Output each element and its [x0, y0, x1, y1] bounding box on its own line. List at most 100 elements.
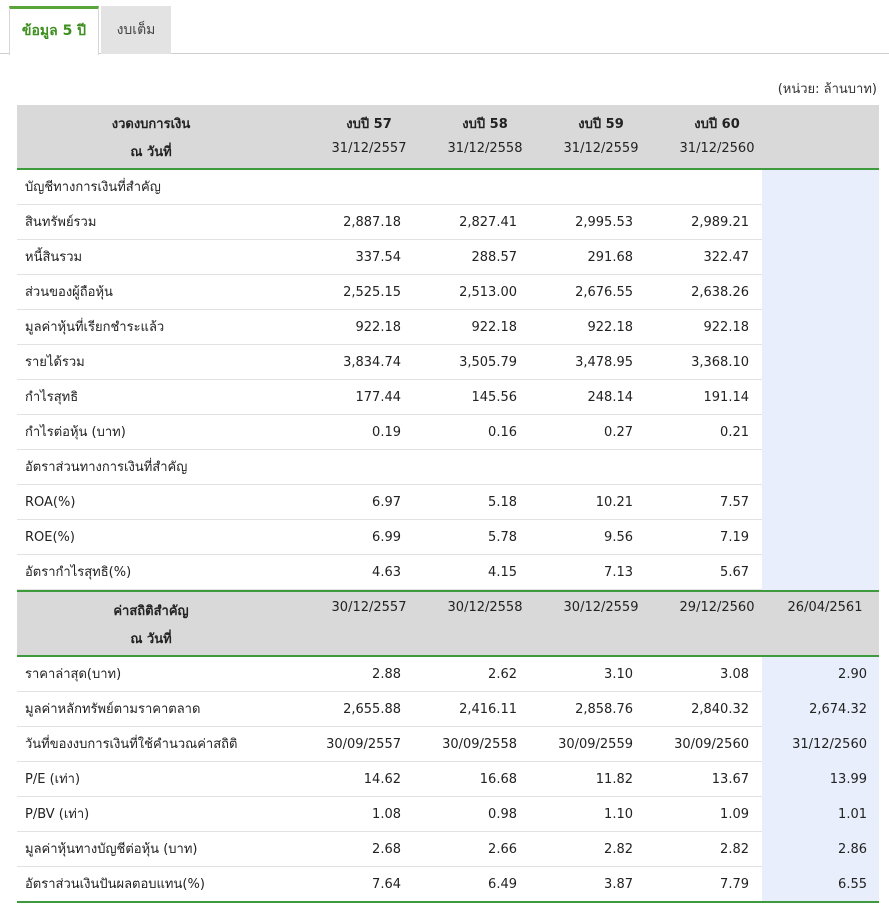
latest-column-cell — [762, 240, 879, 275]
row-value: 4.15 — [488, 565, 517, 580]
row-value: 1.01 — [838, 807, 867, 822]
row-value: 30/09/2557 — [326, 737, 401, 752]
row-value: 5.78 — [488, 530, 517, 545]
row-label: อัตรากำไรสุทธิ(%) — [25, 565, 132, 580]
row-value: 2,995.53 — [575, 215, 633, 230]
latest-column-cell — [762, 275, 879, 310]
row-value: 291.68 — [587, 250, 634, 265]
row-value: 922.18 — [587, 320, 634, 335]
table-row: P/E (เท่า) 14.62 16.68 11.82 13.67 13.99 — [17, 762, 879, 797]
row-label: วันที่ของงบการเงินที่ใช้คำนวณค่าสถิติ — [25, 737, 238, 752]
row-label: อัตราส่วนเงินปันผลตอบแทน(%) — [25, 877, 205, 892]
row-value: 2.62 — [488, 667, 517, 682]
row-value: 0.21 — [720, 425, 749, 440]
row-value: 0.98 — [488, 807, 517, 822]
unit-label: (หน่วย: ล้านบาท) — [777, 82, 877, 97]
column-title: งบปี 60 — [694, 117, 740, 132]
stats-column-date: 30/12/2558 — [447, 600, 523, 615]
row-value: 6.55 — [838, 877, 867, 892]
latest-column-cell — [762, 692, 879, 727]
row-value: 1.09 — [720, 807, 749, 822]
latest-column-cell — [762, 205, 879, 240]
row-label: สินทรัพย์รวม — [25, 215, 97, 230]
row-label: ส่วนของผู้ถือหุ้น — [25, 285, 113, 300]
row-value: 10.21 — [595, 495, 633, 510]
row-value: 7.13 — [604, 565, 633, 580]
row-label: มูลค่าหลักทรัพย์ตามราคาตลาด — [25, 702, 201, 717]
row-value: 3,368.10 — [691, 355, 749, 370]
row-value: 5.67 — [720, 565, 749, 580]
row-value: 0.27 — [604, 425, 633, 440]
row-label: กำไรสุทธิ — [25, 390, 79, 405]
row-value: 6.97 — [372, 495, 401, 510]
statement-period-label: งวดงบการเงิน — [111, 117, 191, 132]
row-label: ROE(%) — [25, 530, 75, 545]
row-value: 6.99 — [372, 530, 401, 545]
row-value: 2,858.76 — [575, 702, 633, 717]
table-row: มูลค่าหุ้นที่เรียกชำระแล้ว 922.18 922.18 92… — [17, 310, 879, 345]
latest-column-cell — [762, 867, 879, 902]
latest-column-cell — [762, 170, 879, 205]
latest-column-cell — [762, 520, 879, 555]
row-value: 2,827.41 — [459, 215, 517, 230]
latest-column-cell — [762, 380, 879, 415]
row-value: 0.16 — [488, 425, 517, 440]
column-title: งบปี 59 — [578, 117, 624, 132]
row-value: 2,638.26 — [691, 285, 749, 300]
row-value: 7.64 — [372, 877, 401, 892]
row-value: 5.18 — [488, 495, 517, 510]
latest-column-cell — [762, 727, 879, 762]
row-value: 191.14 — [703, 390, 750, 405]
section-title-ratios: อัตราส่วนทางการเงินที่สำคัญ — [17, 450, 879, 485]
latest-column-cell — [762, 762, 879, 797]
stats-title: ค่าสถิติสำคัญ — [113, 604, 189, 619]
row-label: P/BV (เท่า) — [25, 807, 90, 822]
column-title: งบปี 58 — [462, 117, 508, 132]
tab-full-statement[interactable]: งบเต็ม — [101, 6, 171, 54]
row-value: 1.10 — [604, 807, 633, 822]
row-value: 2,513.00 — [459, 285, 517, 300]
latest-column-cell — [762, 415, 879, 450]
latest-column-cell — [762, 797, 879, 832]
table-row: มูลค่าหุ้นทางบัญชีต่อหุ้น (บาท) 2.68 2.66 2… — [17, 832, 879, 867]
row-value: 31/12/2560 — [792, 737, 867, 752]
table-row: กำไรต่อหุ้น (บาท) 0.19 0.16 0.27 0.21 — [17, 415, 879, 450]
row-value: 2,676.55 — [575, 285, 633, 300]
stats-column-date: 26/04/2561 — [787, 600, 863, 615]
row-value: 30/09/2559 — [558, 737, 633, 752]
row-value: 14.62 — [363, 772, 401, 787]
table-row: รายได้รวม 3,834.74 3,505.79 3,478.95 3,368.1… — [17, 345, 879, 380]
column-date: 31/12/2559 — [563, 141, 639, 156]
row-label: บัญชีทางการเงินที่สำคัญ — [25, 180, 161, 195]
row-value: 1.08 — [372, 807, 401, 822]
column-date: 31/12/2557 — [331, 141, 407, 156]
stats-column-date: 30/12/2559 — [563, 600, 639, 615]
statement-header: งวดงบการเงินณ วันที่ งบปี 57 31/12/2557 งบป… — [17, 105, 879, 168]
table-row: P/BV (เท่า) 1.08 0.98 1.10 1.09 1.01 — [17, 797, 879, 832]
latest-column-cell — [762, 450, 879, 485]
row-value: 13.99 — [829, 772, 867, 787]
row-value: 3,478.95 — [575, 355, 633, 370]
row-value: 2,989.21 — [691, 215, 749, 230]
row-value: 2,655.88 — [343, 702, 401, 717]
row-value: 337.54 — [355, 250, 402, 265]
header-divider — [17, 168, 879, 170]
table-row: อัตราส่วนเงินปันผลตอบแทน(%) 7.64 6.49 3.87 7… — [17, 867, 879, 902]
row-label: รายได้รวม — [25, 355, 85, 370]
row-value: 2.68 — [372, 842, 401, 857]
row-value: 0.19 — [372, 425, 401, 440]
latest-column-cell — [762, 345, 879, 380]
table-row: กำไรสุทธิ 177.44 145.56 248.14 191.14 — [17, 380, 879, 415]
row-value: 2,525.15 — [343, 285, 401, 300]
row-value: 30/09/2558 — [442, 737, 517, 752]
row-value: 322.47 — [703, 250, 750, 265]
tab-5-year-data[interactable]: ข้อมูล 5 ปี — [9, 6, 99, 55]
row-value: 2.86 — [838, 842, 867, 857]
stats-header: ค่าสถิติสำคัญณ วันที่ 30/12/2557 30/12/255… — [17, 592, 879, 655]
row-label: หนี้สินรวม — [25, 250, 83, 265]
column-title: งบปี 57 — [346, 117, 392, 132]
table-row: มูลค่าหลักทรัพย์ตามราคาตลาด 2,655.88 2,416… — [17, 692, 879, 727]
stats-date-label: ณ วันที่ — [130, 632, 172, 647]
row-value: 2,887.18 — [343, 215, 401, 230]
table-row: สินทรัพย์รวม 2,887.18 2,827.41 2,995.53 2,98… — [17, 205, 879, 240]
